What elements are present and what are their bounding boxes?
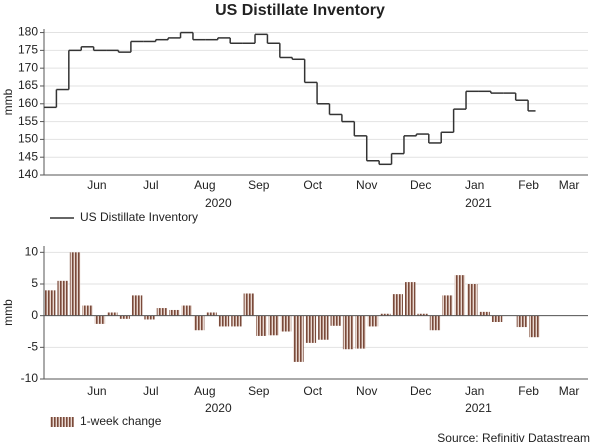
chart-title: US Distillate Inventory (215, 2, 385, 19)
bar (94, 315, 106, 324)
x-tick-label: Jul (143, 178, 158, 192)
bar (268, 315, 279, 336)
x-tick-label: Dec (410, 384, 431, 398)
y-axis-label: mmb (1, 88, 15, 115)
bar (107, 312, 118, 316)
bar (529, 315, 540, 338)
legend-label: US Distillate Inventory (80, 210, 198, 224)
bar (404, 282, 416, 316)
y-tick-label: 150 (18, 132, 38, 146)
bar (206, 312, 217, 316)
y-tick-label: 160 (18, 96, 38, 110)
legend-label: 1-week change (80, 414, 162, 428)
x-tick-label: Nov (356, 178, 377, 192)
x-tick-label: Sep (248, 384, 270, 398)
bar (218, 315, 230, 327)
y-tick-label: 10 (25, 245, 39, 259)
y-axis-label: mmb (1, 299, 15, 326)
bar (355, 315, 366, 349)
y-tick-label: -5 (27, 340, 38, 354)
bar (318, 315, 329, 340)
y-tick-label: 0 (31, 308, 38, 322)
year-label: 2021 (465, 196, 492, 210)
x-tick-label: Oct (303, 178, 322, 192)
bar (442, 295, 453, 316)
bar (57, 280, 68, 316)
bar (342, 315, 354, 350)
bar (330, 315, 341, 326)
source: Source: Refinitiv Datastream (437, 431, 590, 445)
x-tick-label: Aug (194, 178, 215, 192)
bar (479, 311, 490, 316)
bar (392, 294, 403, 316)
x-tick-label: Jan (465, 178, 484, 192)
bar (256, 315, 267, 336)
x-tick-label: Oct (303, 384, 322, 398)
y-tick-label: 175 (18, 43, 38, 57)
x-tick-label: Feb (518, 178, 539, 192)
x-tick-label: Jun (87, 384, 106, 398)
bar (69, 252, 81, 316)
bar (231, 315, 242, 327)
bar (119, 315, 130, 319)
year-label: 2020 (205, 196, 232, 210)
bar (429, 315, 441, 331)
bar (305, 315, 317, 343)
bar (193, 315, 205, 331)
bar (144, 315, 155, 320)
bar (82, 305, 93, 316)
y-tick-label: 5 (31, 276, 38, 290)
x-tick-label: Dec (410, 178, 431, 192)
bar (516, 315, 528, 328)
y-tick-label: -10 (21, 371, 39, 385)
bar (280, 315, 292, 332)
x-tick-label: Mar (559, 178, 580, 192)
x-tick-label: Feb (518, 384, 539, 398)
bar (380, 313, 391, 316)
bar (169, 309, 180, 316)
bar (131, 295, 143, 316)
y-tick-label: 165 (18, 78, 38, 92)
y-tick-label: 170 (18, 60, 38, 74)
y-tick-label: 145 (18, 149, 38, 163)
x-tick-label: Aug (194, 384, 215, 398)
legend-swatch (50, 417, 74, 427)
bar (491, 315, 503, 322)
bar (293, 315, 304, 362)
x-tick-label: Sep (248, 178, 270, 192)
x-tick-label: Jul (143, 384, 158, 398)
x-tick-label: Nov (356, 384, 377, 398)
bar (243, 293, 255, 316)
x-tick-label: Jan (465, 384, 484, 398)
y-tick-label: 155 (18, 114, 38, 128)
y-tick-label: 140 (18, 167, 38, 181)
x-tick-label: Jun (87, 178, 106, 192)
x-tick-label: Mar (559, 384, 580, 398)
bar (181, 305, 192, 316)
bar (45, 290, 56, 316)
bar (156, 308, 168, 316)
bar (467, 284, 478, 316)
bar (454, 275, 466, 316)
bar (367, 315, 379, 327)
year-label: 2021 (465, 401, 492, 415)
y-tick-label: 180 (18, 25, 38, 39)
bar (417, 313, 428, 316)
year-label: 2020 (205, 401, 232, 415)
